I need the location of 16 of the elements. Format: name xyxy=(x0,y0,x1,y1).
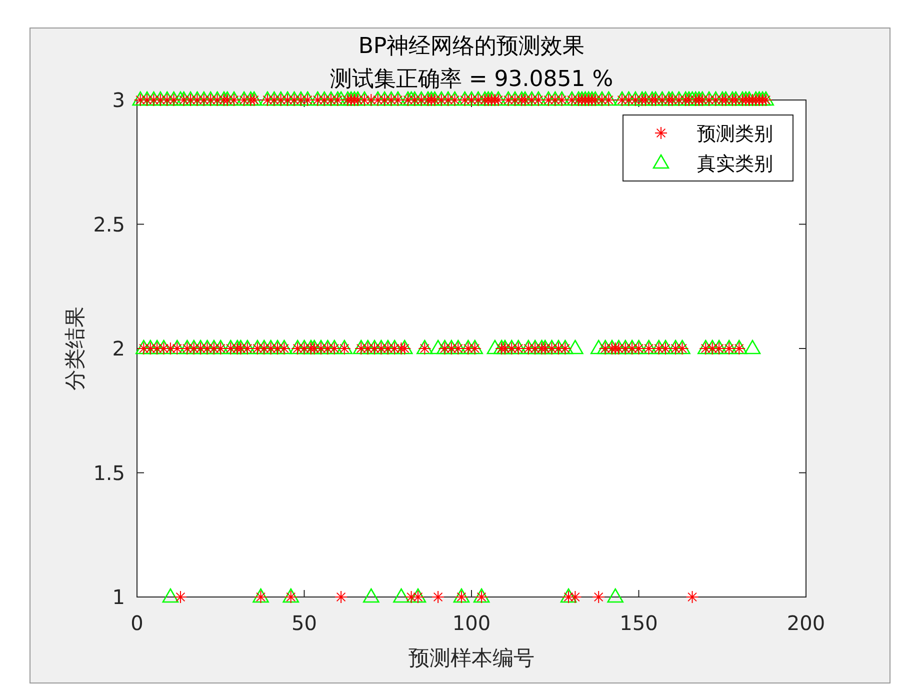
x-tick-label: 150 xyxy=(620,611,658,635)
chart-title: BP神经网络的预测效果 xyxy=(358,34,585,59)
x-tick-label: 100 xyxy=(452,611,491,635)
legend-label: 预测类别 xyxy=(697,123,773,145)
y-tick-label: 1 xyxy=(112,585,125,609)
x-tick-label: 50 xyxy=(292,611,317,635)
chart-subtitle: 测试集正确率 = 93.0851 % xyxy=(330,67,614,92)
x-tick-label: 0 xyxy=(130,611,144,635)
legend-label: 真实类别 xyxy=(697,153,773,175)
y-tick-label: 2.5 xyxy=(93,212,125,236)
x-tick-label: 200 xyxy=(786,611,826,635)
y-tick-label: 3 xyxy=(112,88,125,112)
y-axis-title: 分类结果 xyxy=(63,306,87,390)
y-tick-label: 1.5 xyxy=(93,460,125,485)
y-tick-label: 2 xyxy=(112,336,125,360)
x-axis-title: 预测样本编号 xyxy=(408,646,534,670)
